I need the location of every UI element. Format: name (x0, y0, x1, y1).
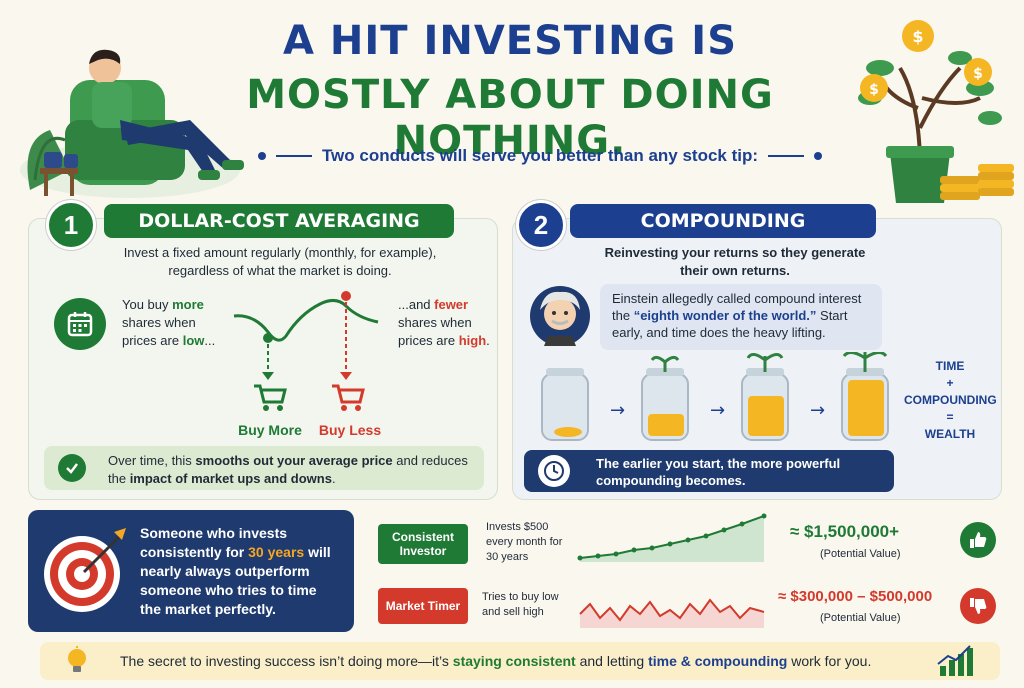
consistent-desc: Invests $500 every month for 30 years (486, 521, 563, 563)
checkmark-icon (58, 454, 86, 482)
buy-more-label: Buy More (238, 422, 302, 438)
subtitle-line-left (275, 155, 312, 157)
footer-text-green: staying consistent (452, 653, 576, 669)
quote-a: Einstein allegedly called compound inter… (612, 291, 862, 323)
timer-desc: Tries to buy low and sell high (482, 591, 559, 618)
svg-text:$: $ (973, 66, 983, 82)
target-text-b: will nearly always outperform someone wh… (140, 544, 331, 617)
title-line1: A HIT INVESTING IS (283, 18, 737, 64)
left-text-low: low (182, 333, 205, 348)
equation-equals: = (946, 410, 954, 424)
clock-icon (538, 455, 570, 487)
right-text-high: high (458, 333, 487, 348)
equation-wealth: WEALTH (924, 427, 976, 441)
subtitle-line-right (768, 155, 805, 157)
quote-highlight: “eighth wonder of the world.” (633, 308, 817, 323)
wealth-equation: TIME + COMPOUNDING = WEALTH (904, 358, 997, 443)
market-timer-label: Market Timer (378, 588, 468, 624)
timer-value: ≈ $300,000 – $500,000 (778, 588, 933, 605)
compounding-note (524, 450, 894, 492)
consistent-value: ≈ $1,500,000+ (790, 522, 900, 541)
timer-value-note: (Potential Value) (820, 612, 901, 624)
footer-text-b: and letting (579, 653, 645, 669)
lightbulb-icon (68, 646, 86, 672)
jars-growth-illustration: → → → (541, 352, 889, 441)
right-text-c: . (486, 333, 490, 348)
calendar-icon (54, 298, 106, 350)
footer-text-c: work for you. (791, 653, 872, 669)
dca-summary-text: Over time, this smooths out your average… (108, 452, 468, 488)
cart-green-icon (254, 384, 287, 411)
section1-number: 1 (46, 200, 96, 250)
summary-b: and reduces the (108, 453, 468, 486)
dca-summary (44, 446, 484, 490)
growth-chart-icon (937, 645, 973, 676)
title-line2: MOSTLY ABOUT DOING NOTHING. (246, 72, 774, 164)
equation-compounding: COMPOUNDING (904, 393, 997, 407)
einstein-avatar (530, 286, 590, 346)
right-text-b: shares when prices are (398, 315, 472, 348)
target-years: 30 years (248, 544, 305, 560)
summary-bold2: impact of market ups and downs (129, 471, 332, 486)
svg-text:→: → (710, 400, 725, 421)
subtitle-text: Two conducts will serve you better than … (321, 146, 759, 165)
buy-more-text: You buy more shares when prices are low.… (122, 296, 230, 350)
summary-bold1: smooths out your average price (195, 453, 393, 468)
right-text-fewer: fewer (434, 297, 469, 312)
svg-text:$: $ (869, 82, 879, 98)
buy-less-label: Buy Less (318, 422, 382, 438)
footer-text-blue: time & compounding (648, 653, 788, 669)
consistent-growth-chart (577, 513, 767, 562)
cart-red-icon (332, 384, 365, 411)
compounding-note-text: The earlier you start, the more powerful… (596, 456, 841, 488)
thumbs-down-icon (960, 588, 996, 624)
svg-text:→: → (810, 400, 825, 421)
timer-volatile-chart (579, 598, 765, 628)
left-text-a: You buy (122, 297, 173, 312)
thumbs-up-icon (960, 522, 996, 558)
target-icon (44, 528, 126, 612)
section2-intro: Reinvesting your returns so they generat… (604, 245, 866, 278)
buy-fewer-text: ...and fewer shares when prices are high… (398, 296, 498, 350)
consistent-value-note: (Potential Value) (820, 548, 901, 560)
svg-text:$: $ (912, 27, 923, 46)
section2-title: COMPOUNDING (570, 204, 876, 238)
svg-text:→: → (610, 400, 625, 421)
right-text-a: ...and (398, 297, 435, 312)
equation-plus: + (946, 376, 954, 390)
relaxing-man-illustration (20, 49, 244, 198)
left-text-b: shares when prices are (122, 315, 196, 348)
subtitle-dot-left (257, 152, 266, 160)
left-text-c: ... (204, 333, 216, 348)
jar-empty (541, 368, 589, 441)
subtitle: Two conducts will serve you better than … (230, 146, 850, 166)
jar-small (641, 355, 689, 441)
jar-medium (741, 353, 789, 441)
einstein-quote-text: Einstein allegedly called compound inter… (612, 290, 876, 341)
footer-banner: The secret to investing success isn’t do… (40, 642, 1000, 680)
einstein-quote (600, 284, 882, 350)
section2-number: 2 (516, 200, 566, 250)
subtitle-dot-right (814, 152, 823, 160)
equation-time: TIME (935, 359, 965, 373)
price-wave-chart (233, 291, 379, 380)
consistent-investor-label: Consistent Investor (378, 524, 468, 564)
target-text: Someone who invests consistently for 30 … (140, 524, 340, 619)
summary-a: Over time, this (108, 453, 196, 468)
section1-title: DOLLAR-COST AVERAGING (104, 204, 454, 238)
left-text-more: more (172, 297, 204, 312)
section1-intro: Invest a fixed amount regularly (monthly… (123, 245, 437, 278)
money-tree-illustration: $ $ $ (858, 20, 1014, 203)
footer-text-a: The secret to investing success isn’t do… (120, 653, 449, 669)
jar-full (841, 352, 889, 441)
target-text-a: Someone who invests consistently for (140, 525, 288, 560)
summary-c: . (331, 471, 336, 486)
quote-b: Start early, and time does the heavy lif… (612, 308, 848, 340)
